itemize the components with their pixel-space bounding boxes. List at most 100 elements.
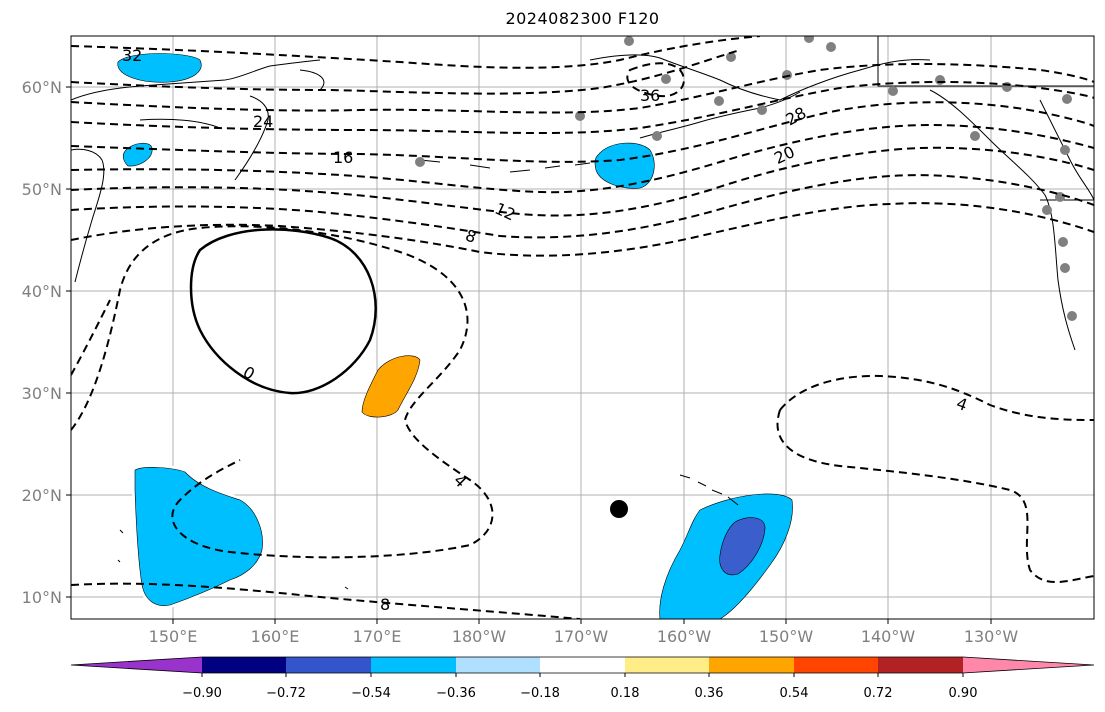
- contour-line: [71, 299, 111, 376]
- contour-label: 8: [380, 595, 390, 614]
- contour-label: 8: [463, 225, 479, 246]
- station-dot: [826, 42, 836, 52]
- contour-label: 32: [122, 46, 142, 65]
- map-plot-area: [71, 36, 1094, 619]
- coast-siberia: [71, 59, 321, 101]
- contour-label: 12: [492, 199, 518, 225]
- colorbar: [70, 656, 1095, 677]
- coast-alaska: [589, 54, 931, 101]
- station-dot: [935, 75, 945, 85]
- lon-label: 150°W: [759, 627, 814, 646]
- colorbar-tick-label: −0.54: [351, 686, 391, 701]
- coast-asia-east: [71, 148, 105, 283]
- islands-aleutian: [419, 159, 591, 173]
- lat-label: 20°N: [22, 486, 62, 505]
- latitude-labels: 60°N 50°N 40°N 30°N 20°N 10°N: [22, 78, 62, 607]
- contour-label: 4: [450, 471, 471, 492]
- contour-line: [71, 101, 1094, 163]
- fill-region-west-pacific-inner: [134, 467, 263, 606]
- colorbar-tick-label: −0.36: [436, 686, 476, 701]
- contour-label: 20: [771, 142, 797, 168]
- lat-label: 50°N: [22, 180, 62, 199]
- colorbar-tick-label: −0.18: [520, 686, 560, 701]
- coast-nw-america: [929, 89, 1076, 351]
- islands-hawaii: [679, 474, 739, 506]
- station-markers: [415, 36, 1077, 321]
- station-dot: [652, 131, 662, 141]
- contour-line: [779, 374, 1094, 421]
- colorbar-segment: [540, 657, 625, 673]
- colorbar-segment: [371, 657, 456, 673]
- fill-region-hawaii-inner: [719, 517, 766, 576]
- colorbar-tick-label: −0.90: [182, 686, 222, 701]
- colorbar-tick-label: 0.36: [695, 686, 724, 701]
- lon-label: 160°E: [251, 627, 300, 646]
- colorbar-extend-min: [71, 657, 202, 673]
- station-dot: [1042, 205, 1052, 215]
- station-dot: [1062, 94, 1072, 104]
- lat-label: 10°N: [22, 588, 62, 607]
- fill-region-orange: [361, 355, 421, 418]
- map-title: 2024082300 F120: [505, 9, 660, 28]
- contour-line: [71, 202, 1094, 257]
- lat-tick-marks: [66, 86, 71, 598]
- lon-label: 160°W: [657, 627, 712, 646]
- station-dot: [661, 74, 671, 84]
- lon-label: 180°W: [452, 627, 507, 646]
- colorbar-segment: [794, 657, 878, 673]
- lon-label: 170°W: [554, 627, 609, 646]
- colorbar-extend-max: [963, 657, 1094, 673]
- station-dot: [804, 36, 814, 43]
- contour-line: [776, 409, 1094, 584]
- contour-line: [71, 36, 761, 69]
- colorbar-segment: [202, 657, 286, 673]
- colorbar-segment: [286, 657, 371, 673]
- coastlines: [71, 36, 1094, 590]
- map-frame: [70, 35, 1095, 620]
- colorbar-tick-label: 0.72: [864, 686, 893, 701]
- coast-kamchatka: [234, 95, 269, 181]
- lon-label: 140°W: [861, 627, 916, 646]
- contour-label: 16: [333, 148, 353, 167]
- station-dot: [415, 157, 425, 167]
- lat-label: 40°N: [22, 282, 62, 301]
- colorbar-tick-labels: −0.90 −0.72 −0.54 −0.36 −0.18 0.18 0.36 …: [182, 686, 977, 701]
- colorbar-segment: [456, 657, 540, 673]
- fill-region-kamchatka: [122, 142, 153, 167]
- station-dot: [1058, 237, 1068, 247]
- contours-dashed: [71, 36, 1094, 619]
- station-dot: [714, 96, 724, 106]
- contour-line: [71, 81, 1094, 135]
- station-dot: [1060, 145, 1070, 155]
- colorbar-tick-label: 0.54: [780, 686, 809, 701]
- coast-nw-america-2: [1039, 99, 1094, 201]
- colorbar-segment: [709, 657, 794, 673]
- station-dot: [888, 86, 898, 96]
- contour-line: [71, 49, 741, 95]
- contour-line: [626, 62, 685, 98]
- station-dot: [782, 70, 792, 80]
- station-dot: [575, 111, 585, 121]
- contour-line: [71, 63, 1094, 114]
- lon-tick-marks: [172, 619, 992, 624]
- longitude-labels: 150°E 160°E 170°E 180°W 170°W 160°W 150°…: [149, 627, 1019, 646]
- contour-label: 36: [640, 86, 660, 105]
- station-dot: [1060, 263, 1070, 273]
- colorbar-tick-label: −0.72: [266, 686, 306, 701]
- contour-label: 0: [240, 362, 258, 384]
- station-dot: [970, 131, 980, 141]
- contour-line: [71, 124, 1094, 194]
- border-alaska: [877, 36, 1094, 87]
- graticule: [71, 36, 1094, 619]
- colorbar-segment: [878, 657, 963, 673]
- contour-line: [71, 174, 1094, 239]
- zero-contour: [189, 228, 377, 395]
- station-dot: [624, 36, 634, 46]
- station-dot: [1067, 311, 1077, 321]
- contour-line: [71, 225, 494, 559]
- fill-region-bering: [117, 53, 202, 83]
- colorbar-tick-label: 0.90: [949, 686, 978, 701]
- fill-region-aleutian: [594, 142, 655, 189]
- lon-label: 170°E: [353, 627, 402, 646]
